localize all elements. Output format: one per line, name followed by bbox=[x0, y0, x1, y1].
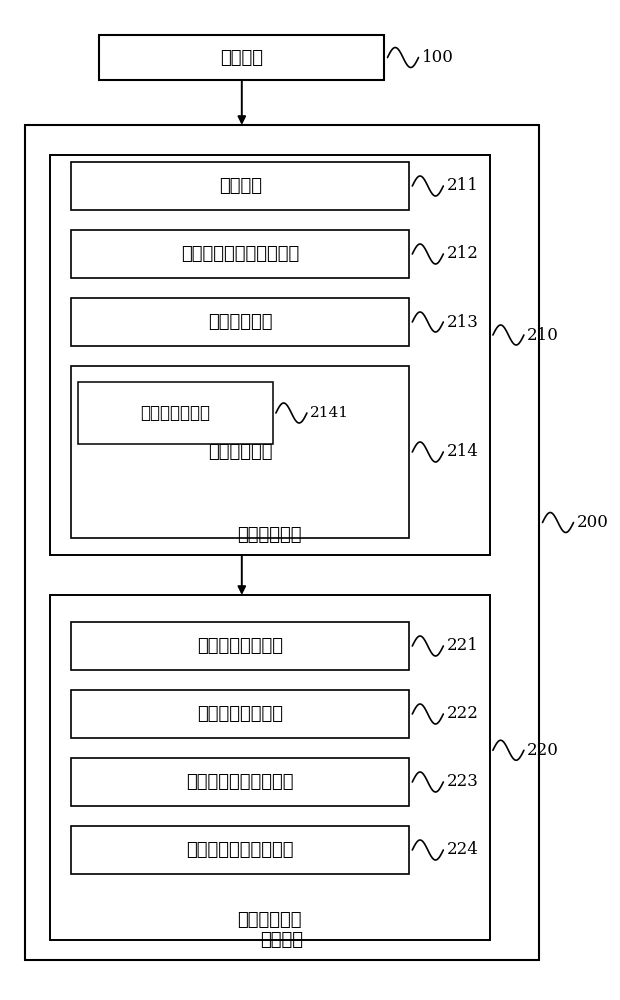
Bar bbox=[71, 366, 409, 538]
Bar bbox=[99, 35, 384, 80]
Text: 热阻计算单元: 热阻计算单元 bbox=[208, 313, 273, 331]
Text: 第二计算单元: 第二计算单元 bbox=[237, 911, 302, 929]
Text: 温度计算子单元: 温度计算子单元 bbox=[140, 404, 210, 422]
Text: 213: 213 bbox=[446, 314, 478, 331]
Text: 热传导和热辐射计算单元: 热传导和热辐射计算单元 bbox=[181, 245, 299, 263]
Text: 实时效率计算单元: 实时效率计算单元 bbox=[197, 637, 283, 655]
Text: 210: 210 bbox=[527, 326, 559, 344]
Text: 实时开路电压计算单元: 实时开路电压计算单元 bbox=[187, 773, 294, 791]
Text: 214: 214 bbox=[446, 444, 478, 460]
Bar bbox=[71, 758, 409, 806]
Text: 实时功率计算单元: 实时功率计算单元 bbox=[197, 705, 283, 723]
Text: 200: 200 bbox=[577, 514, 608, 531]
Text: 采集模块: 采集模块 bbox=[220, 48, 264, 66]
Text: 建模单元: 建模单元 bbox=[219, 177, 262, 195]
Bar bbox=[78, 382, 273, 444]
Text: 实时短路电流计算单元: 实时短路电流计算单元 bbox=[187, 841, 294, 859]
Bar bbox=[50, 595, 490, 940]
Bar bbox=[25, 125, 539, 960]
Bar bbox=[71, 230, 409, 278]
Bar bbox=[71, 162, 409, 210]
Text: 第一计算单元: 第一计算单元 bbox=[237, 526, 302, 544]
Bar bbox=[71, 298, 409, 346]
Text: 100: 100 bbox=[422, 49, 453, 66]
Text: 220: 220 bbox=[527, 742, 559, 759]
Text: 224: 224 bbox=[446, 842, 478, 858]
Text: 212: 212 bbox=[446, 245, 478, 262]
Text: 222: 222 bbox=[446, 706, 478, 722]
Text: 221: 221 bbox=[446, 638, 478, 654]
Text: 2141: 2141 bbox=[310, 406, 349, 420]
Bar bbox=[71, 622, 409, 670]
Bar bbox=[50, 155, 490, 555]
Text: 211: 211 bbox=[446, 178, 478, 194]
Text: 温度计算单元: 温度计算单元 bbox=[208, 443, 273, 461]
Text: 223: 223 bbox=[446, 774, 478, 790]
Text: 计算模块: 计算模块 bbox=[260, 931, 304, 949]
Bar bbox=[71, 826, 409, 874]
Bar bbox=[71, 690, 409, 738]
